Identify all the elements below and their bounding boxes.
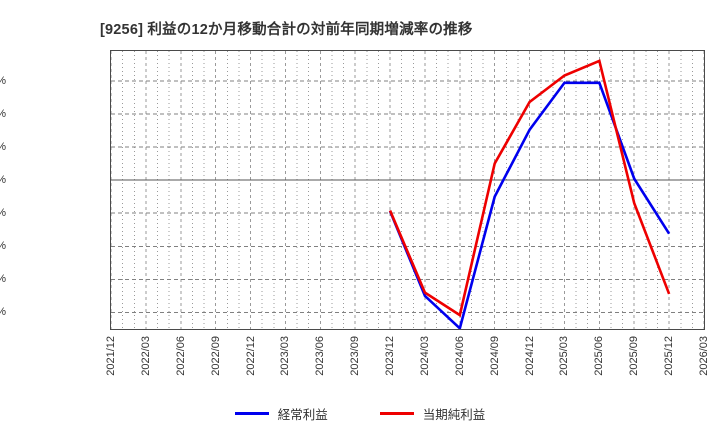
chart-legend: 経常利益 当期純利益 xyxy=(0,404,720,423)
legend-item-0[interactable]: 経常利益 xyxy=(234,404,328,423)
legend-color-swatch xyxy=(234,412,269,415)
y-axis-tick-label: -10.0% xyxy=(0,240,6,252)
series-line-1 xyxy=(388,59,671,318)
chart-title: [9256] 利益の12か月移動合計の対前年同期増減率の推移 xyxy=(100,22,473,38)
legend-color-swatch xyxy=(379,412,414,415)
x-axis-tick-label: 2023/12 xyxy=(384,336,397,376)
x-axis-tick-label: 2024/06 xyxy=(453,336,466,376)
x-axis-tick-label: 2026/03 xyxy=(698,336,710,376)
x-axis-tick-label: 2023/03 xyxy=(279,336,292,376)
plot-inner xyxy=(111,51,704,329)
y-axis-tick-label: -15.0% xyxy=(0,273,6,285)
x-axis-tick-label: 2025/12 xyxy=(663,336,676,376)
y-axis-tick-label: 15.0% xyxy=(0,75,6,87)
x-axis-tick-label: 2022/12 xyxy=(244,336,257,376)
legend-label: 経常利益 xyxy=(277,408,328,422)
x-axis-tick-label: 2022/06 xyxy=(174,336,187,376)
series-line-0 xyxy=(388,81,671,329)
y-axis-tick-label: 10.0% xyxy=(0,108,6,120)
legend-label: 当期純利益 xyxy=(422,408,486,422)
x-axis-tick-label: 2024/12 xyxy=(523,336,536,376)
x-axis-tick-label: 2022/09 xyxy=(209,336,222,376)
plot-area xyxy=(110,50,705,330)
y-axis-tick-label: -5.0% xyxy=(0,207,6,219)
x-axis-tick-label: 2023/09 xyxy=(349,336,362,376)
chart-plot-svg xyxy=(111,51,704,329)
x-axis-tick-label: 2025/06 xyxy=(593,336,606,376)
x-axis-tick-label: 2021/12 xyxy=(105,336,117,376)
x-axis-tick-label: 2025/09 xyxy=(628,336,641,376)
x-axis-tick-label: 2024/09 xyxy=(488,336,501,376)
x-axis-tick-label: 2023/06 xyxy=(314,336,327,376)
y-axis-tick-label: 5.0% xyxy=(0,141,6,153)
y-axis-tick-label: 0.0% xyxy=(0,174,6,186)
x-axis-tick-label: 2025/03 xyxy=(558,336,571,376)
legend-item-1[interactable]: 当期純利益 xyxy=(379,404,486,423)
x-axis-tick-label: 2022/03 xyxy=(139,336,152,376)
y-axis-tick-label: -20.0% xyxy=(0,306,6,318)
x-axis-tick-label: 2024/03 xyxy=(418,336,431,376)
